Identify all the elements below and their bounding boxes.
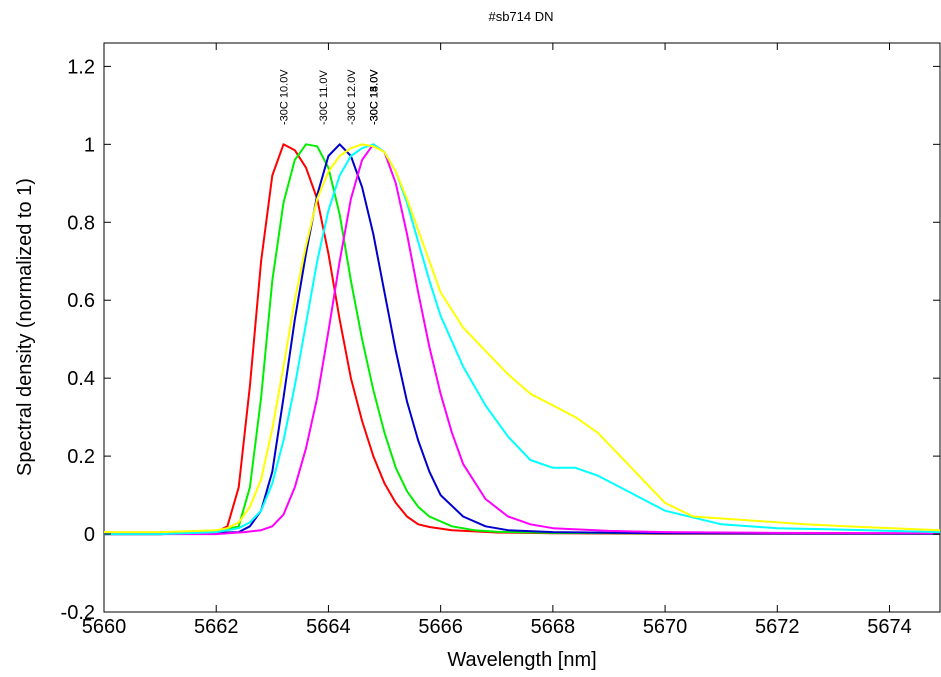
line-annotation: -30C 12.0V (346, 69, 358, 125)
y-axis-label: Spectral density (normalized to 1) (14, 178, 36, 476)
y-tick-label: 1 (84, 134, 95, 156)
x-tick-label: 5666 (418, 616, 463, 638)
x-tick-label: 5662 (194, 616, 239, 638)
y-tick-label: 0.6 (67, 290, 95, 312)
line-annotation: -30C 11.0V (318, 70, 330, 125)
x-tick-label: 5660 (82, 616, 127, 638)
plot-area: -30C 10.0V -30C 11.0V -30C 12.0V -30C 13.0V… (61, 42, 941, 638)
series-line-1 (104, 143, 940, 536)
y-tick-label: -0.2 (61, 602, 95, 624)
y-tick-label: 0 (84, 524, 95, 546)
line-annotation: -30C 14.0V (368, 69, 380, 125)
x-tick-label: 5672 (755, 616, 800, 638)
x-tick-label: 5674 (867, 616, 912, 638)
line-annotation: -30C 15.0V (368, 69, 380, 125)
series-line-3 (104, 143, 941, 536)
line-annotation: -30C 10.0V (279, 69, 291, 125)
chart-title: #sb714 DN (488, 9, 553, 24)
series-line-2 (104, 143, 941, 536)
axis-ticks: 5660 5662 5664 5666 5668 5670 5672 5674 -0.2 0 0.2… (61, 43, 940, 638)
y-tick-label: 1.2 (67, 56, 95, 78)
x-tick-label: 5664 (306, 616, 351, 638)
series-line-6 (104, 143, 941, 534)
y-tick-label: 0.4 (67, 368, 95, 390)
x-tick-label: 5668 (531, 616, 576, 638)
x-axis-label: Wavelength [nm] (447, 649, 596, 671)
annotations: -30C 10.0V -30C 11.0V -30C 12.0V -30C 13.0V… (279, 69, 381, 125)
line-annotation: -30C 13.0V (368, 69, 380, 125)
y-tick-label: 0.8 (67, 212, 95, 234)
plot-frame (103, 42, 941, 613)
series-line-4 (104, 143, 941, 536)
series-group (104, 143, 941, 536)
y-tick-label: 0.2 (67, 446, 95, 468)
x-tick-label: 5670 (643, 616, 688, 638)
series-line-5 (104, 143, 941, 536)
